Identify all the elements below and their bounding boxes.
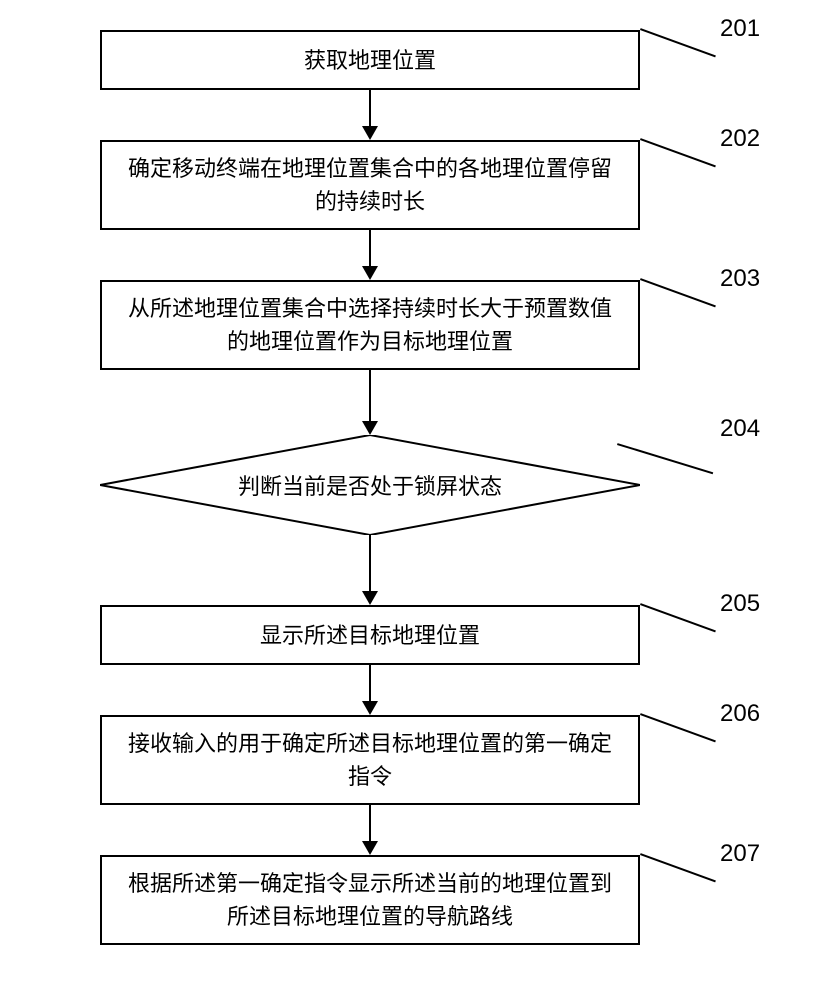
arrow-head-4-5 xyxy=(362,591,378,605)
step-4-label: 204 xyxy=(720,415,760,443)
step-1-label: 201 xyxy=(720,15,760,43)
arrow-head-5-6 xyxy=(362,701,378,715)
leader-3 xyxy=(640,278,716,307)
arrow-head-6-7 xyxy=(362,841,378,855)
step-6-box: 接收输入的用于确定所述目标地理位置的第一确定指令 xyxy=(100,715,640,805)
step-1-box: 获取地理位置 xyxy=(100,30,640,90)
step-3-box: 从所述地理位置集合中选择持续时长大于预置数值的地理位置作为目标地理位置 xyxy=(100,280,640,370)
step-7-text: 根据所述第一确定指令显示所述当前的地理位置到所述目标地理位置的导航路线 xyxy=(122,867,618,933)
step-3-label: 203 xyxy=(720,265,760,293)
arrow-head-2-3 xyxy=(362,266,378,280)
step-5-text: 显示所述目标地理位置 xyxy=(260,619,480,652)
arrow-head-3-4 xyxy=(362,421,378,435)
step-2-box: 确定移动终端在地理位置集合中的各地理位置停留的持续时长 xyxy=(100,140,640,230)
arrow-5-6 xyxy=(369,665,371,701)
step-6-text: 接收输入的用于确定所述目标地理位置的第一确定指令 xyxy=(122,727,618,793)
leader-7 xyxy=(640,853,716,882)
step-2-text: 确定移动终端在地理位置集合中的各地理位置停留的持续时长 xyxy=(122,152,618,218)
step-4-text: 判断当前是否处于锁屏状态 xyxy=(238,469,502,501)
arrow-3-4 xyxy=(369,370,371,421)
arrow-4-5 xyxy=(369,535,371,591)
step-2-label: 202 xyxy=(720,125,760,153)
step-6-label: 206 xyxy=(720,700,760,728)
step-5-box: 显示所述目标地理位置 xyxy=(100,605,640,665)
leader-2 xyxy=(640,138,716,167)
arrow-1-2 xyxy=(369,90,371,126)
flowchart-container: 获取地理位置 201 确定移动终端在地理位置集合中的各地理位置停留的持续时长 2… xyxy=(0,0,814,1000)
leader-1 xyxy=(640,28,716,57)
step-4-decision: 判断当前是否处于锁屏状态 xyxy=(100,435,640,535)
arrow-2-3 xyxy=(369,230,371,266)
leader-6 xyxy=(640,713,716,742)
step-5-label: 205 xyxy=(720,590,760,618)
step-3-text: 从所述地理位置集合中选择持续时长大于预置数值的地理位置作为目标地理位置 xyxy=(122,292,618,358)
arrow-head-1-2 xyxy=(362,126,378,140)
step-1-text: 获取地理位置 xyxy=(304,44,436,77)
arrow-6-7 xyxy=(369,805,371,841)
step-7-box: 根据所述第一确定指令显示所述当前的地理位置到所述目标地理位置的导航路线 xyxy=(100,855,640,945)
step-7-label: 207 xyxy=(720,840,760,868)
leader-5 xyxy=(640,603,716,632)
